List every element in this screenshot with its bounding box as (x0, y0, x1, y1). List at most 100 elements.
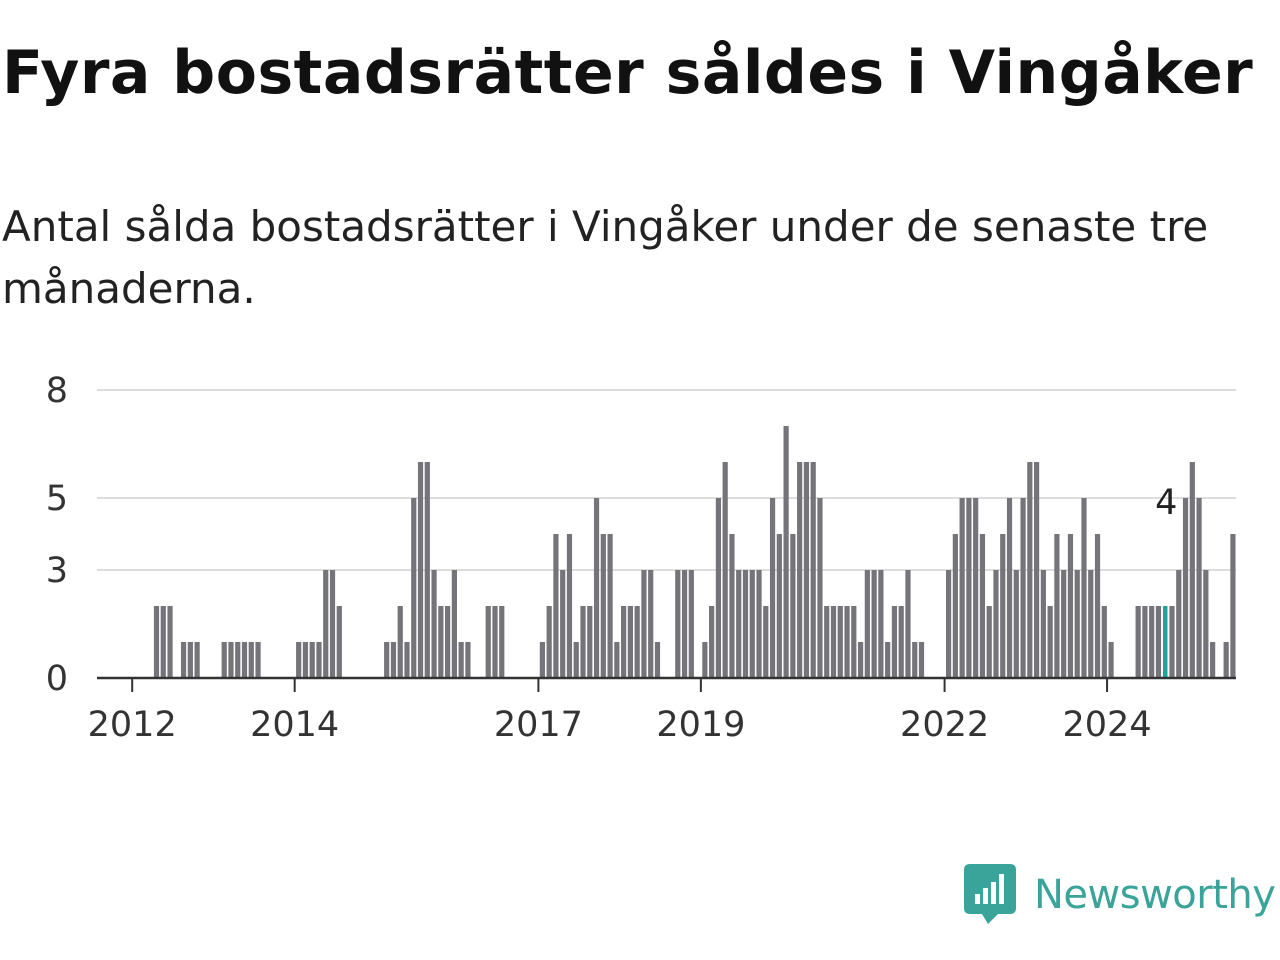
bar (1000, 534, 1006, 678)
bar (966, 498, 972, 678)
bar (451, 570, 457, 678)
bar (553, 534, 559, 678)
bar (417, 462, 424, 678)
bar (1054, 534, 1060, 678)
bar (492, 606, 498, 678)
bar (1142, 606, 1148, 678)
bar (715, 498, 722, 678)
bar (803, 462, 810, 678)
bar-chart: 0 3 5 8 2012 2014 2017 2019 2022 2024 4 (46, 371, 1236, 745)
bar (241, 642, 248, 678)
bar (891, 606, 898, 678)
x-tick-label: 2022 (900, 705, 989, 745)
bar (1149, 606, 1155, 678)
bar (648, 570, 654, 678)
bar (756, 570, 762, 678)
bar (993, 570, 999, 678)
bar (607, 534, 613, 678)
bar (878, 570, 884, 678)
x-tick-label: 2017 (494, 705, 583, 745)
bar (871, 570, 877, 678)
bar (1006, 498, 1013, 678)
bar (255, 642, 261, 678)
bar (546, 606, 552, 678)
bar (783, 426, 789, 678)
bar (438, 606, 444, 678)
bar (675, 570, 681, 678)
bar (634, 606, 640, 678)
bar (830, 606, 837, 678)
bar (654, 642, 661, 678)
bar (316, 642, 322, 678)
bar (688, 570, 694, 678)
bar (1189, 462, 1195, 678)
bar (1047, 606, 1053, 678)
bar (1176, 570, 1182, 678)
bar (458, 642, 464, 678)
chart-title: Fyra bostadsrätter såldes i Vingåker (2, 38, 1254, 108)
bar (499, 606, 505, 678)
bar (1108, 642, 1114, 678)
bar (614, 642, 620, 678)
bar-highlight (1162, 606, 1168, 678)
highlight-value-label: 4 (1155, 483, 1177, 523)
bar (221, 642, 227, 678)
bar (912, 642, 918, 678)
bar (959, 498, 965, 678)
bar (986, 606, 992, 678)
y-tick-label: 3 (46, 551, 68, 591)
bar (898, 606, 904, 678)
bar (1067, 534, 1074, 678)
bar (1230, 534, 1236, 678)
bar (905, 570, 911, 678)
bar (1061, 570, 1067, 678)
bar (309, 642, 315, 678)
bar (763, 606, 769, 678)
newsworthy-logo-icon (964, 864, 1016, 924)
bar (593, 498, 600, 678)
bar (810, 462, 816, 678)
bar (302, 642, 309, 678)
bar (742, 570, 749, 678)
bar (1020, 498, 1026, 678)
bar (749, 570, 755, 678)
bar (1223, 642, 1229, 678)
bar (587, 606, 593, 678)
bar (560, 570, 566, 678)
bar (621, 606, 627, 678)
bar (397, 606, 403, 678)
bar (485, 606, 491, 678)
bar (1169, 606, 1175, 678)
bar (1034, 462, 1040, 678)
bar (736, 570, 742, 678)
bar (167, 606, 173, 678)
bar (851, 606, 857, 678)
bar (641, 570, 647, 678)
bar (722, 462, 728, 678)
bar (424, 462, 430, 678)
bar (1135, 606, 1141, 678)
bar (228, 642, 234, 678)
bar (160, 606, 166, 678)
bar (1203, 570, 1209, 678)
bar (180, 642, 187, 678)
bar (580, 606, 586, 678)
bar (769, 498, 776, 678)
bar (390, 642, 397, 678)
bar (411, 498, 417, 678)
bar (573, 642, 579, 678)
bar (885, 642, 891, 678)
bar (729, 534, 735, 678)
bar (1040, 570, 1046, 678)
bar (296, 642, 302, 678)
bar (600, 534, 606, 678)
bar (864, 570, 870, 678)
bar (1027, 462, 1033, 678)
bar (857, 642, 864, 678)
bar (1210, 642, 1216, 678)
chart-subtitle: Antal sålda bostadsrätter i Vingåker und… (2, 202, 1209, 313)
bar (153, 606, 160, 678)
bar (336, 606, 342, 678)
bar (979, 534, 986, 678)
bar (918, 642, 925, 678)
